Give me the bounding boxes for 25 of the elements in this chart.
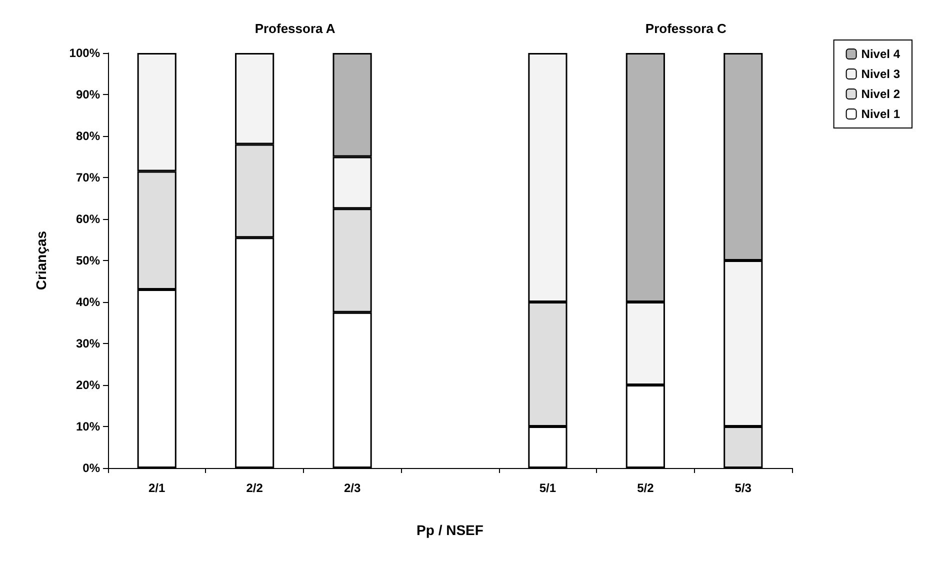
text: Professora C xyxy=(645,21,727,36)
y-tick-label: 40% xyxy=(76,295,100,309)
y-tick-label: 90% xyxy=(76,88,100,102)
x-tick-label: 5/3 xyxy=(734,481,752,495)
text: Professora A xyxy=(254,21,336,36)
x-tick-label: 2/2 xyxy=(246,481,264,495)
legend-label: Nivel 2 xyxy=(861,87,900,101)
legend-label: Nivel 3 xyxy=(861,67,900,81)
x-axis-title: Pp / NSEF xyxy=(416,522,484,538)
legend-label: Nivel 4 xyxy=(861,47,900,61)
x-tick-label: 5/1 xyxy=(539,481,556,495)
y-tick-label: 80% xyxy=(76,129,100,143)
x-tick-label: 2/3 xyxy=(344,481,361,495)
y-tick-label: 10% xyxy=(76,420,100,434)
x-tick-label: 2/1 xyxy=(148,481,166,495)
y-tick-label: 20% xyxy=(76,378,100,392)
y-tick-label: 60% xyxy=(76,212,100,226)
legend-label: Nivel 1 xyxy=(861,107,900,121)
y-tick-label: 0% xyxy=(82,461,100,475)
y-tick-label: 70% xyxy=(76,170,100,184)
y-tick-label: 30% xyxy=(76,336,100,350)
y-tick-label: 50% xyxy=(76,254,100,268)
y-tick-label: 100% xyxy=(69,46,100,60)
x-tick-label: 5/2 xyxy=(637,481,654,495)
y-axis-title: Crianças xyxy=(33,230,49,290)
